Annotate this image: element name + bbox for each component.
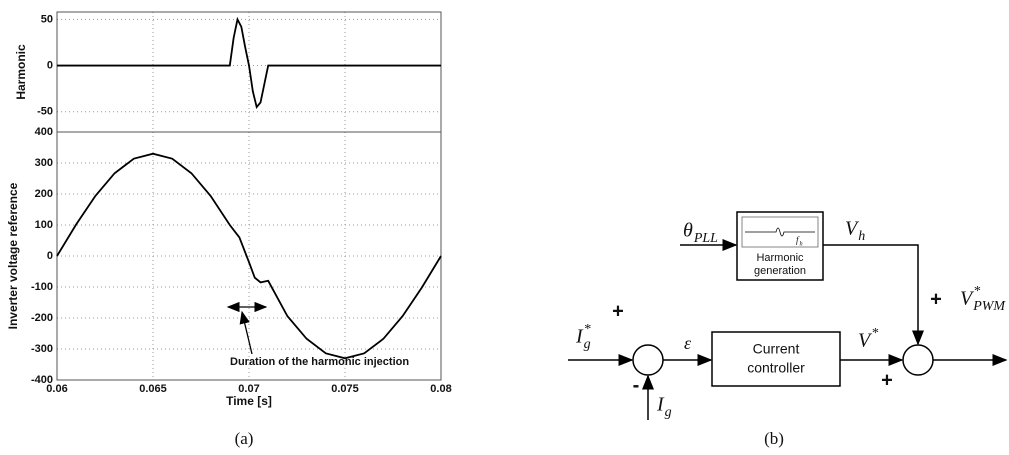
sign: + — [930, 288, 942, 310]
caption: (b) — [764, 429, 784, 448]
symbol-superscript: * — [973, 284, 980, 299]
y-tick-label: -50 — [37, 106, 53, 118]
symbol: I — [656, 394, 665, 416]
sum-junction — [632, 344, 664, 376]
data-line — [56, 152, 442, 360]
symbol: V — [845, 218, 860, 240]
block-label: Current — [753, 341, 800, 357]
caption: (a) — [235, 429, 254, 448]
x-tick-label: 0.075 — [331, 383, 359, 395]
y-tick-label: -300 — [31, 343, 53, 355]
symbol: V — [858, 330, 873, 352]
symbol-subscript: g — [584, 337, 591, 352]
plots: 50 0 -50 Harmonic -400 -300 -200 -100 0 100 200 300… — [6, 11, 452, 408]
y-tick-label: -400 — [31, 374, 53, 386]
y-tick-label: 100 — [35, 219, 53, 231]
waveform-box — [741, 216, 819, 248]
symbol: θ — [683, 220, 693, 242]
sign: - — [633, 374, 640, 396]
y-tick-label: 0 — [47, 59, 53, 71]
symbol: V — [960, 288, 975, 310]
symbol-subscript: h — [858, 229, 865, 244]
symbol-superscript: * — [871, 326, 878, 341]
y-tick-label: 200 — [35, 188, 53, 200]
symbol-subscript: PWM — [972, 299, 1006, 314]
x-tick-label: 0.06 — [46, 383, 67, 395]
symbol: f — [796, 235, 800, 245]
y-tick-label: 400 — [35, 126, 53, 138]
y-axis-label: Inverter voltage reference — [6, 182, 20, 329]
block-label: controller — [747, 360, 805, 376]
y-tick-label: 300 — [35, 157, 53, 169]
block-label: Harmonic — [756, 252, 804, 264]
sum-junction — [902, 344, 934, 376]
symbol: I — [575, 326, 584, 348]
annotation-arrow — [239, 310, 253, 355]
x-axis-label: Time [s] — [226, 394, 272, 408]
block-label: generation — [754, 265, 806, 277]
y-tick-label: -200 — [31, 312, 53, 324]
y-axis-label: Harmonic — [14, 44, 28, 100]
y-tick-label: -100 — [31, 281, 53, 293]
symbol-subscript: h — [800, 241, 803, 248]
symbol-subscript: PLL — [693, 231, 718, 246]
data-line — [57, 16, 441, 110]
symbol: ε — [684, 333, 692, 353]
y-tick-label: 50 — [41, 13, 53, 25]
sign: + — [881, 369, 893, 391]
waveform-icon — [745, 227, 815, 237]
annotation: Duration of the harmonic injection — [230, 356, 409, 368]
symbol-subscript: g — [665, 405, 672, 420]
x-tick-label: 0.07 — [238, 383, 259, 395]
x-tick-label: 0.08 — [430, 383, 451, 395]
x-tick-label: 0.065 — [139, 383, 167, 395]
y-tick-label: 0 — [47, 250, 53, 262]
sign: + — [612, 300, 624, 322]
symbol-superscript: * — [584, 322, 591, 337]
arrow — [823, 244, 924, 346]
